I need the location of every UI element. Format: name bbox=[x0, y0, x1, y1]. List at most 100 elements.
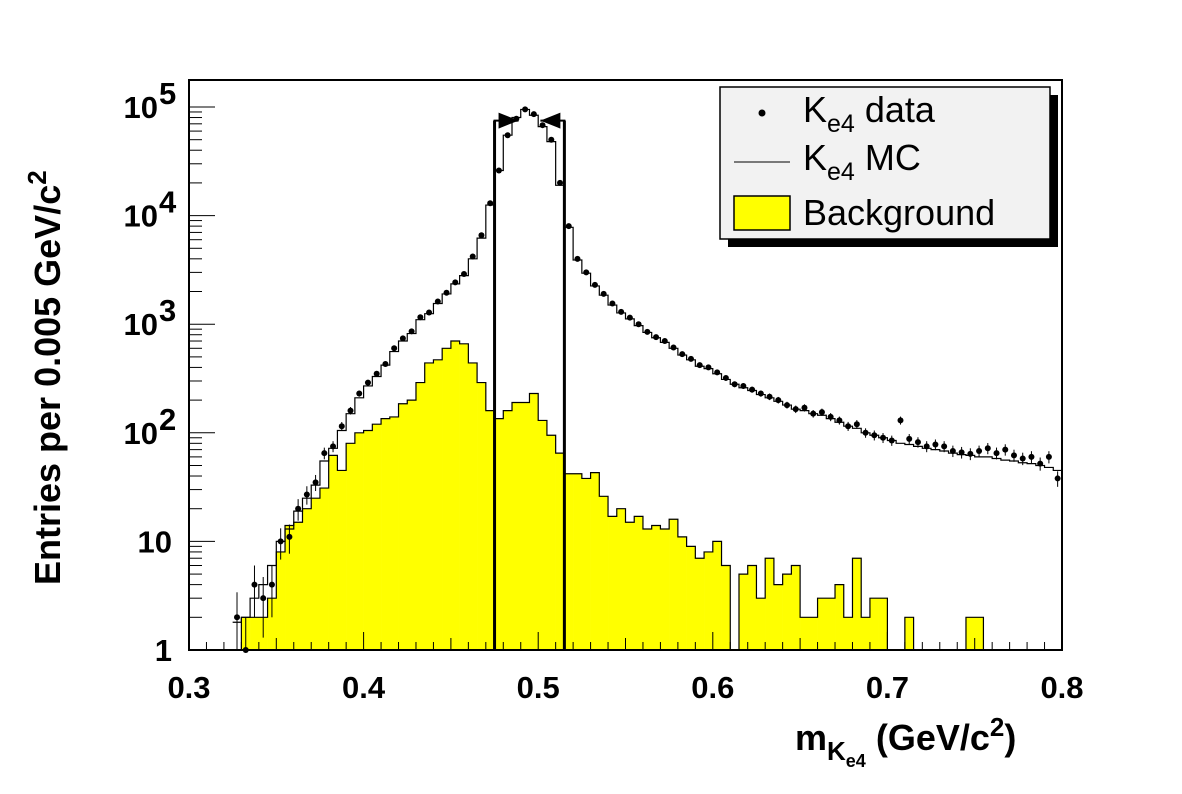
data-point bbox=[452, 279, 459, 286]
data-point bbox=[338, 423, 345, 430]
background-bar bbox=[459, 343, 469, 650]
background-bar bbox=[826, 598, 836, 650]
background-bar bbox=[328, 455, 338, 650]
data-point bbox=[906, 435, 913, 442]
background-bar bbox=[608, 516, 618, 650]
background-bar bbox=[546, 435, 556, 650]
y-tick-exponent: 4 bbox=[159, 185, 177, 220]
data-point bbox=[1010, 452, 1017, 459]
data-point bbox=[818, 409, 825, 416]
data-point bbox=[757, 390, 764, 397]
background-bar bbox=[363, 430, 373, 650]
background-bar bbox=[686, 546, 696, 650]
background-bar bbox=[442, 348, 452, 650]
background-bar bbox=[311, 498, 321, 650]
background-bar bbox=[319, 488, 329, 650]
data-point bbox=[478, 232, 485, 239]
background-bar bbox=[267, 598, 277, 650]
data-point bbox=[827, 413, 834, 420]
background-bar bbox=[782, 574, 792, 650]
background-outline bbox=[232, 340, 1062, 651]
background-bar bbox=[354, 432, 364, 650]
background-bar bbox=[904, 617, 914, 650]
background-bar bbox=[494, 418, 504, 650]
data-point bbox=[260, 595, 267, 602]
data-point bbox=[635, 321, 642, 328]
data-point bbox=[949, 447, 956, 454]
background-bar bbox=[677, 536, 687, 650]
data-point bbox=[373, 370, 380, 377]
data-point bbox=[303, 491, 310, 498]
background-bar bbox=[835, 584, 845, 650]
data-point bbox=[644, 328, 651, 335]
background-bar bbox=[791, 565, 801, 650]
legend-item-background: Background bbox=[733, 192, 995, 233]
legend-item-mc: Ke4 MC bbox=[734, 137, 921, 186]
background-bar bbox=[398, 403, 408, 650]
data-point bbox=[1037, 460, 1044, 467]
mc-histogram-line bbox=[232, 108, 1062, 623]
background-bar bbox=[773, 584, 783, 650]
data-point bbox=[513, 115, 520, 122]
data-point bbox=[958, 449, 965, 456]
background-bar bbox=[285, 525, 295, 650]
background-bar bbox=[415, 382, 426, 650]
background-bar bbox=[599, 496, 609, 650]
data-point bbox=[443, 289, 450, 296]
background-bar bbox=[346, 443, 356, 650]
background-bar bbox=[302, 508, 312, 650]
data-point bbox=[312, 479, 319, 486]
background-bar bbox=[389, 416, 399, 650]
y-tick-label: 10 bbox=[124, 416, 158, 451]
background-bar bbox=[651, 525, 661, 650]
data-point bbox=[993, 450, 1000, 457]
background-bar bbox=[433, 359, 443, 650]
data-point bbox=[976, 447, 983, 454]
data-point bbox=[984, 445, 991, 452]
background-bar bbox=[634, 516, 644, 650]
data-point bbox=[836, 417, 843, 424]
data-point bbox=[330, 443, 337, 450]
y-tick-exponent: 5 bbox=[159, 76, 176, 111]
background-bar bbox=[424, 362, 434, 650]
background-bar bbox=[512, 402, 522, 650]
background-bar bbox=[503, 410, 513, 650]
data-point bbox=[722, 374, 729, 381]
data-point bbox=[277, 538, 284, 545]
background-bar bbox=[616, 508, 626, 650]
background-bar bbox=[529, 393, 539, 650]
background-bar bbox=[276, 551, 286, 650]
background-bar bbox=[555, 453, 565, 650]
data-point bbox=[679, 351, 686, 358]
data-point bbox=[600, 290, 607, 297]
data-point bbox=[862, 429, 869, 436]
data-point bbox=[487, 200, 494, 207]
data-point bbox=[364, 379, 371, 386]
background-bar bbox=[695, 558, 705, 650]
background-bar bbox=[861, 617, 871, 650]
background-bar bbox=[625, 522, 635, 650]
data-point bbox=[626, 314, 633, 321]
data-point bbox=[251, 581, 258, 588]
data-point bbox=[1054, 475, 1061, 482]
y-axis-title: Entries per 0.005 GeV/c2 bbox=[22, 170, 68, 585]
background-bar bbox=[974, 617, 984, 650]
legend-label-mc: Ke4 MC bbox=[803, 137, 921, 186]
data-point bbox=[853, 421, 860, 428]
legend-label-background: Background bbox=[803, 192, 995, 233]
data-point bbox=[1002, 446, 1009, 453]
data-point bbox=[268, 581, 275, 588]
y-tick-label: 10 bbox=[138, 524, 172, 559]
data-point bbox=[382, 361, 389, 368]
background-bar bbox=[520, 402, 530, 650]
data-point bbox=[548, 136, 555, 143]
legend-item-data: Ke4 data bbox=[758, 89, 936, 138]
data-point bbox=[749, 386, 756, 393]
background-bar bbox=[800, 617, 810, 650]
data-point bbox=[670, 344, 677, 351]
background-bar bbox=[765, 558, 775, 650]
data-point bbox=[347, 407, 354, 414]
background-bar bbox=[869, 598, 879, 650]
data-point bbox=[391, 345, 398, 352]
